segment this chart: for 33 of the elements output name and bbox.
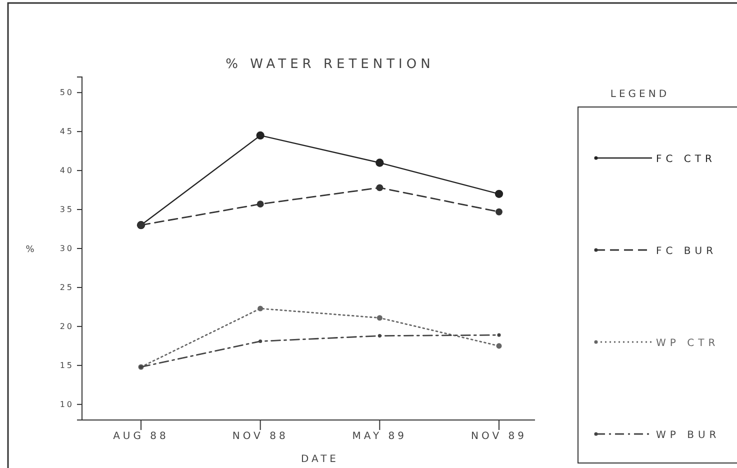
x-axis-title: DATE bbox=[300, 454, 340, 465]
point bbox=[258, 339, 262, 344]
point bbox=[376, 158, 384, 167]
point bbox=[497, 333, 501, 337]
y-tick-label: 10 bbox=[60, 400, 74, 409]
y-tick-label: 25 bbox=[60, 283, 74, 292]
y-tick-label: 50 bbox=[60, 88, 74, 98]
x-tick-label: NOV 88 bbox=[232, 431, 288, 442]
x-tick-label: AUG 88 bbox=[113, 431, 169, 442]
y-tick-label: 45 bbox=[60, 127, 74, 136]
y-tick-label: 35 bbox=[60, 205, 74, 214]
text: FC CTR bbox=[656, 154, 716, 165]
text: FC BUR bbox=[656, 246, 718, 257]
point bbox=[496, 343, 502, 349]
y-tick-label: 40 bbox=[60, 166, 74, 176]
point bbox=[494, 190, 504, 198]
point bbox=[378, 334, 382, 338]
y-tick-label: 30 bbox=[60, 244, 74, 254]
text: WP CTR bbox=[656, 338, 720, 349]
y-tick-label: 15 bbox=[60, 360, 74, 370]
point bbox=[376, 184, 384, 192]
point bbox=[256, 131, 264, 140]
x-tick-label: NOV 89 bbox=[471, 431, 527, 442]
point bbox=[496, 208, 502, 216]
legend-title: LEGEND bbox=[610, 89, 670, 100]
chart-title: % WATER RETENTION bbox=[226, 57, 434, 72]
point bbox=[256, 200, 264, 208]
point bbox=[376, 315, 382, 321]
text: WP BUR bbox=[656, 430, 720, 441]
y-axis-title: % bbox=[26, 245, 35, 255]
point bbox=[258, 306, 264, 312]
y-tick-label: 20 bbox=[60, 322, 74, 332]
x-tick-label: MAY 89 bbox=[352, 431, 408, 442]
